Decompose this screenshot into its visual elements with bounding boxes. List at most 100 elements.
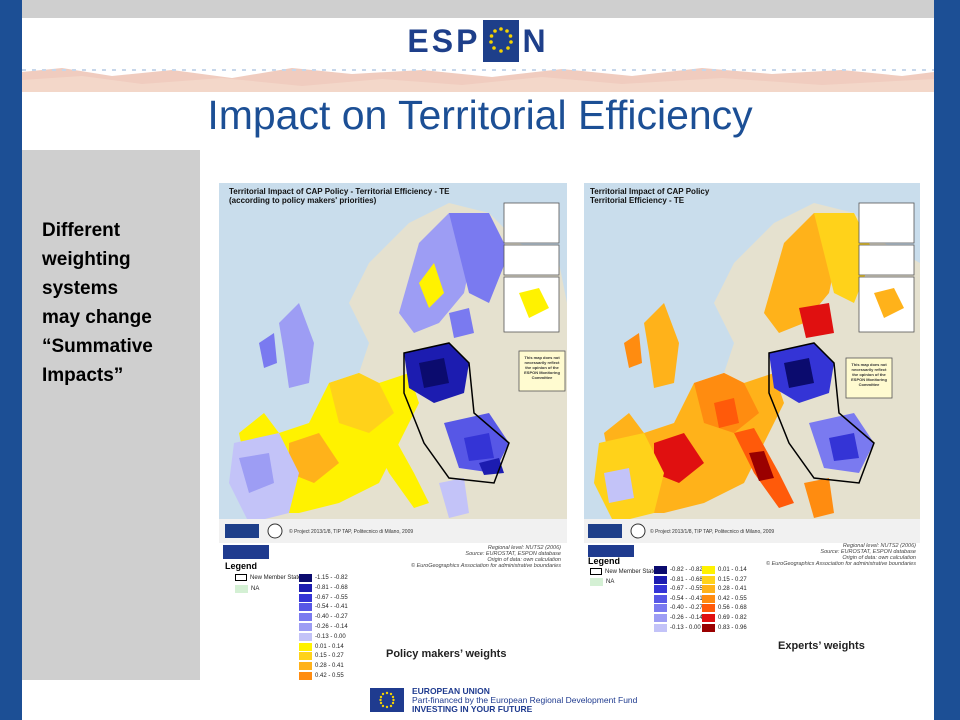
legend-swatch <box>654 614 667 622</box>
legend-label: -0.81 - -0.68 <box>670 576 703 583</box>
legend-label: 0.42 - 0.55 <box>718 595 747 602</box>
source-line: Regional level: NUTS2 (2006) <box>487 545 561 551</box>
espon-logo-area: ESP N <box>22 18 934 64</box>
legend-label: -0.82 - -0.82 <box>670 567 703 573</box>
legend-row: 0.56 - 0.68 <box>702 604 747 613</box>
legend-row: -0.81 - -0.68 <box>654 575 703 584</box>
legend-label: -0.54 - -0.41 <box>315 604 348 611</box>
text-line: systems <box>42 278 119 299</box>
eu-line: INVESTING IN YOUR FUTURE <box>412 704 533 714</box>
legend-swatch <box>299 613 312 622</box>
text-line: weighting <box>42 249 131 270</box>
map-credit: © Project 2013/1/8, TIP TAP, Politecnico… <box>289 529 414 535</box>
legend-row: -0.40 - -0.27 <box>654 604 703 613</box>
legend-swatch <box>702 614 715 622</box>
legend-swatch <box>299 583 312 592</box>
eu-flag-icon <box>588 545 634 557</box>
legend-label: 0.28 - 0.41 <box>315 663 344 670</box>
legend-label: New Member States <box>605 568 660 575</box>
map-title: Territorial Impact of CAP Policy - Terri… <box>229 187 450 196</box>
legend-label: -0.81 - -0.68 <box>315 584 348 591</box>
legend-swatch <box>654 566 667 574</box>
legend-swatch <box>299 603 312 612</box>
left-map-caption: Policy makers’ weights <box>386 648 507 660</box>
legend-swatch <box>299 672 312 680</box>
text-line: “Summative <box>42 336 153 357</box>
top-grey-band <box>22 0 934 18</box>
legend-label: 0.01 - 0.14 <box>718 567 747 573</box>
source-line: © EuroGeographics Association for admini… <box>411 563 561 569</box>
legend-label: -0.26 - -0.14 <box>670 615 703 621</box>
legend-label: NA <box>606 579 615 585</box>
source-line: Regional level: NUTS2 (2006) <box>842 543 916 549</box>
legend-swatch <box>654 585 667 594</box>
legend-swatch <box>702 623 715 632</box>
legend-row: -0.67 - -0.55 <box>654 585 703 594</box>
right-map-image <box>584 183 920 543</box>
eu-line: Part-financed by the European Regional D… <box>412 695 638 705</box>
page-title: Impact on Territorial Efficiency <box>207 92 753 138</box>
legend-row: -1.15 - -0.82 <box>299 574 348 582</box>
source-line: Origin of data: own calculation <box>842 555 916 561</box>
map-subtitle: (according to policy makers' priorities) <box>229 196 377 205</box>
legend-label: 0.28 - 0.41 <box>718 586 747 593</box>
map-title: Territorial Impact of CAP Policy <box>590 187 710 196</box>
footer: EUROPEAN UNION Part-financed by the Euro… <box>22 680 934 720</box>
legend-label: 0.15 - 0.27 <box>718 576 747 583</box>
legend-label: -0.13 - 0.00 <box>670 624 701 631</box>
legend-row: 0.15 - 0.27 <box>299 652 344 661</box>
legend-label: -0.13 - 0.00 <box>315 633 346 640</box>
legend-row: -0.67 - -0.55 <box>299 593 348 602</box>
eu-line: EUROPEAN UNION <box>412 686 490 696</box>
logo-text-left: ESP <box>407 22 481 59</box>
left-map-legend: Regional level: NUTS2 (2006) Source: EUR… <box>219 543 567 683</box>
legend-row: 0.42 - 0.55 <box>299 672 344 680</box>
right-map: Territorial Impact of CAP Policy Territo… <box>584 183 920 543</box>
legend-label: -0.54 - -0.41 <box>670 595 703 602</box>
legend-label: -0.40 - -0.27 <box>315 614 348 621</box>
legend-swatch <box>299 662 312 671</box>
legend-label: 0.69 - 0.82 <box>718 615 747 621</box>
logo-eu-stars-icon <box>483 20 520 62</box>
source-line: Origin of data: own calculation <box>487 557 561 563</box>
legend-row: -0.13 - 0.00 <box>654 623 701 632</box>
right-map-legend: Regional level: NUTS2 (2006) Source: EUR… <box>584 543 920 638</box>
legend-label: 0.15 - 0.27 <box>315 653 344 660</box>
legend-row: 0.01 - 0.14 <box>299 642 344 651</box>
legend-swatch <box>702 585 715 594</box>
legend-row: 0.28 - 0.41 <box>702 585 747 594</box>
legend-row: -0.26 - -0.14 <box>299 623 348 631</box>
left-text-panel: Different weighting systems may change “… <box>22 150 200 680</box>
legend-row: 0.83 - 0.96 <box>702 623 747 632</box>
legend-row: -0.54 - -0.41 <box>299 603 348 612</box>
legend-row: -0.81 - -0.68 <box>299 583 348 592</box>
legend-row: -0.54 - -0.41 <box>654 594 703 603</box>
legend-label: -1.15 - -0.82 <box>315 575 348 581</box>
legend-swatch <box>299 652 312 661</box>
legend-swatch <box>702 566 715 574</box>
legend-row: -0.26 - -0.14 <box>654 614 703 622</box>
legend-row: 0.69 - 0.82 <box>702 614 747 622</box>
map-disclaimer: This map does not necessarily reflect th… <box>851 362 887 387</box>
logo-text-right: N <box>522 22 549 59</box>
left-blue-bar <box>0 0 22 720</box>
legend-label: 0.01 - 0.14 <box>315 643 344 650</box>
decorative-map-strip <box>22 64 934 92</box>
legend-title: Legend <box>588 556 621 566</box>
legend-label: -0.40 - -0.27 <box>670 605 703 612</box>
legend-swatch <box>299 623 312 631</box>
source-line: © EuroGeographics Association for admini… <box>766 561 916 567</box>
legend-label: -0.67 - -0.55 <box>315 594 348 601</box>
legend-label: 0.42 - 0.55 <box>315 673 344 679</box>
text-line: may change <box>42 307 152 328</box>
legend-row: 0.01 - 0.14 <box>702 566 747 574</box>
text-line: Different <box>42 220 121 241</box>
legend-swatch <box>702 594 715 603</box>
legend-row: -0.82 - -0.82 <box>654 566 703 574</box>
legend-title: Legend <box>225 561 258 571</box>
legend-label: NA <box>251 586 260 592</box>
eu-flag-icon <box>370 688 404 712</box>
legend-label: New Member States <box>250 574 305 581</box>
legend-swatch <box>702 604 715 613</box>
eu-funding-text: EUROPEAN UNION Part-financed by the Euro… <box>412 687 637 714</box>
